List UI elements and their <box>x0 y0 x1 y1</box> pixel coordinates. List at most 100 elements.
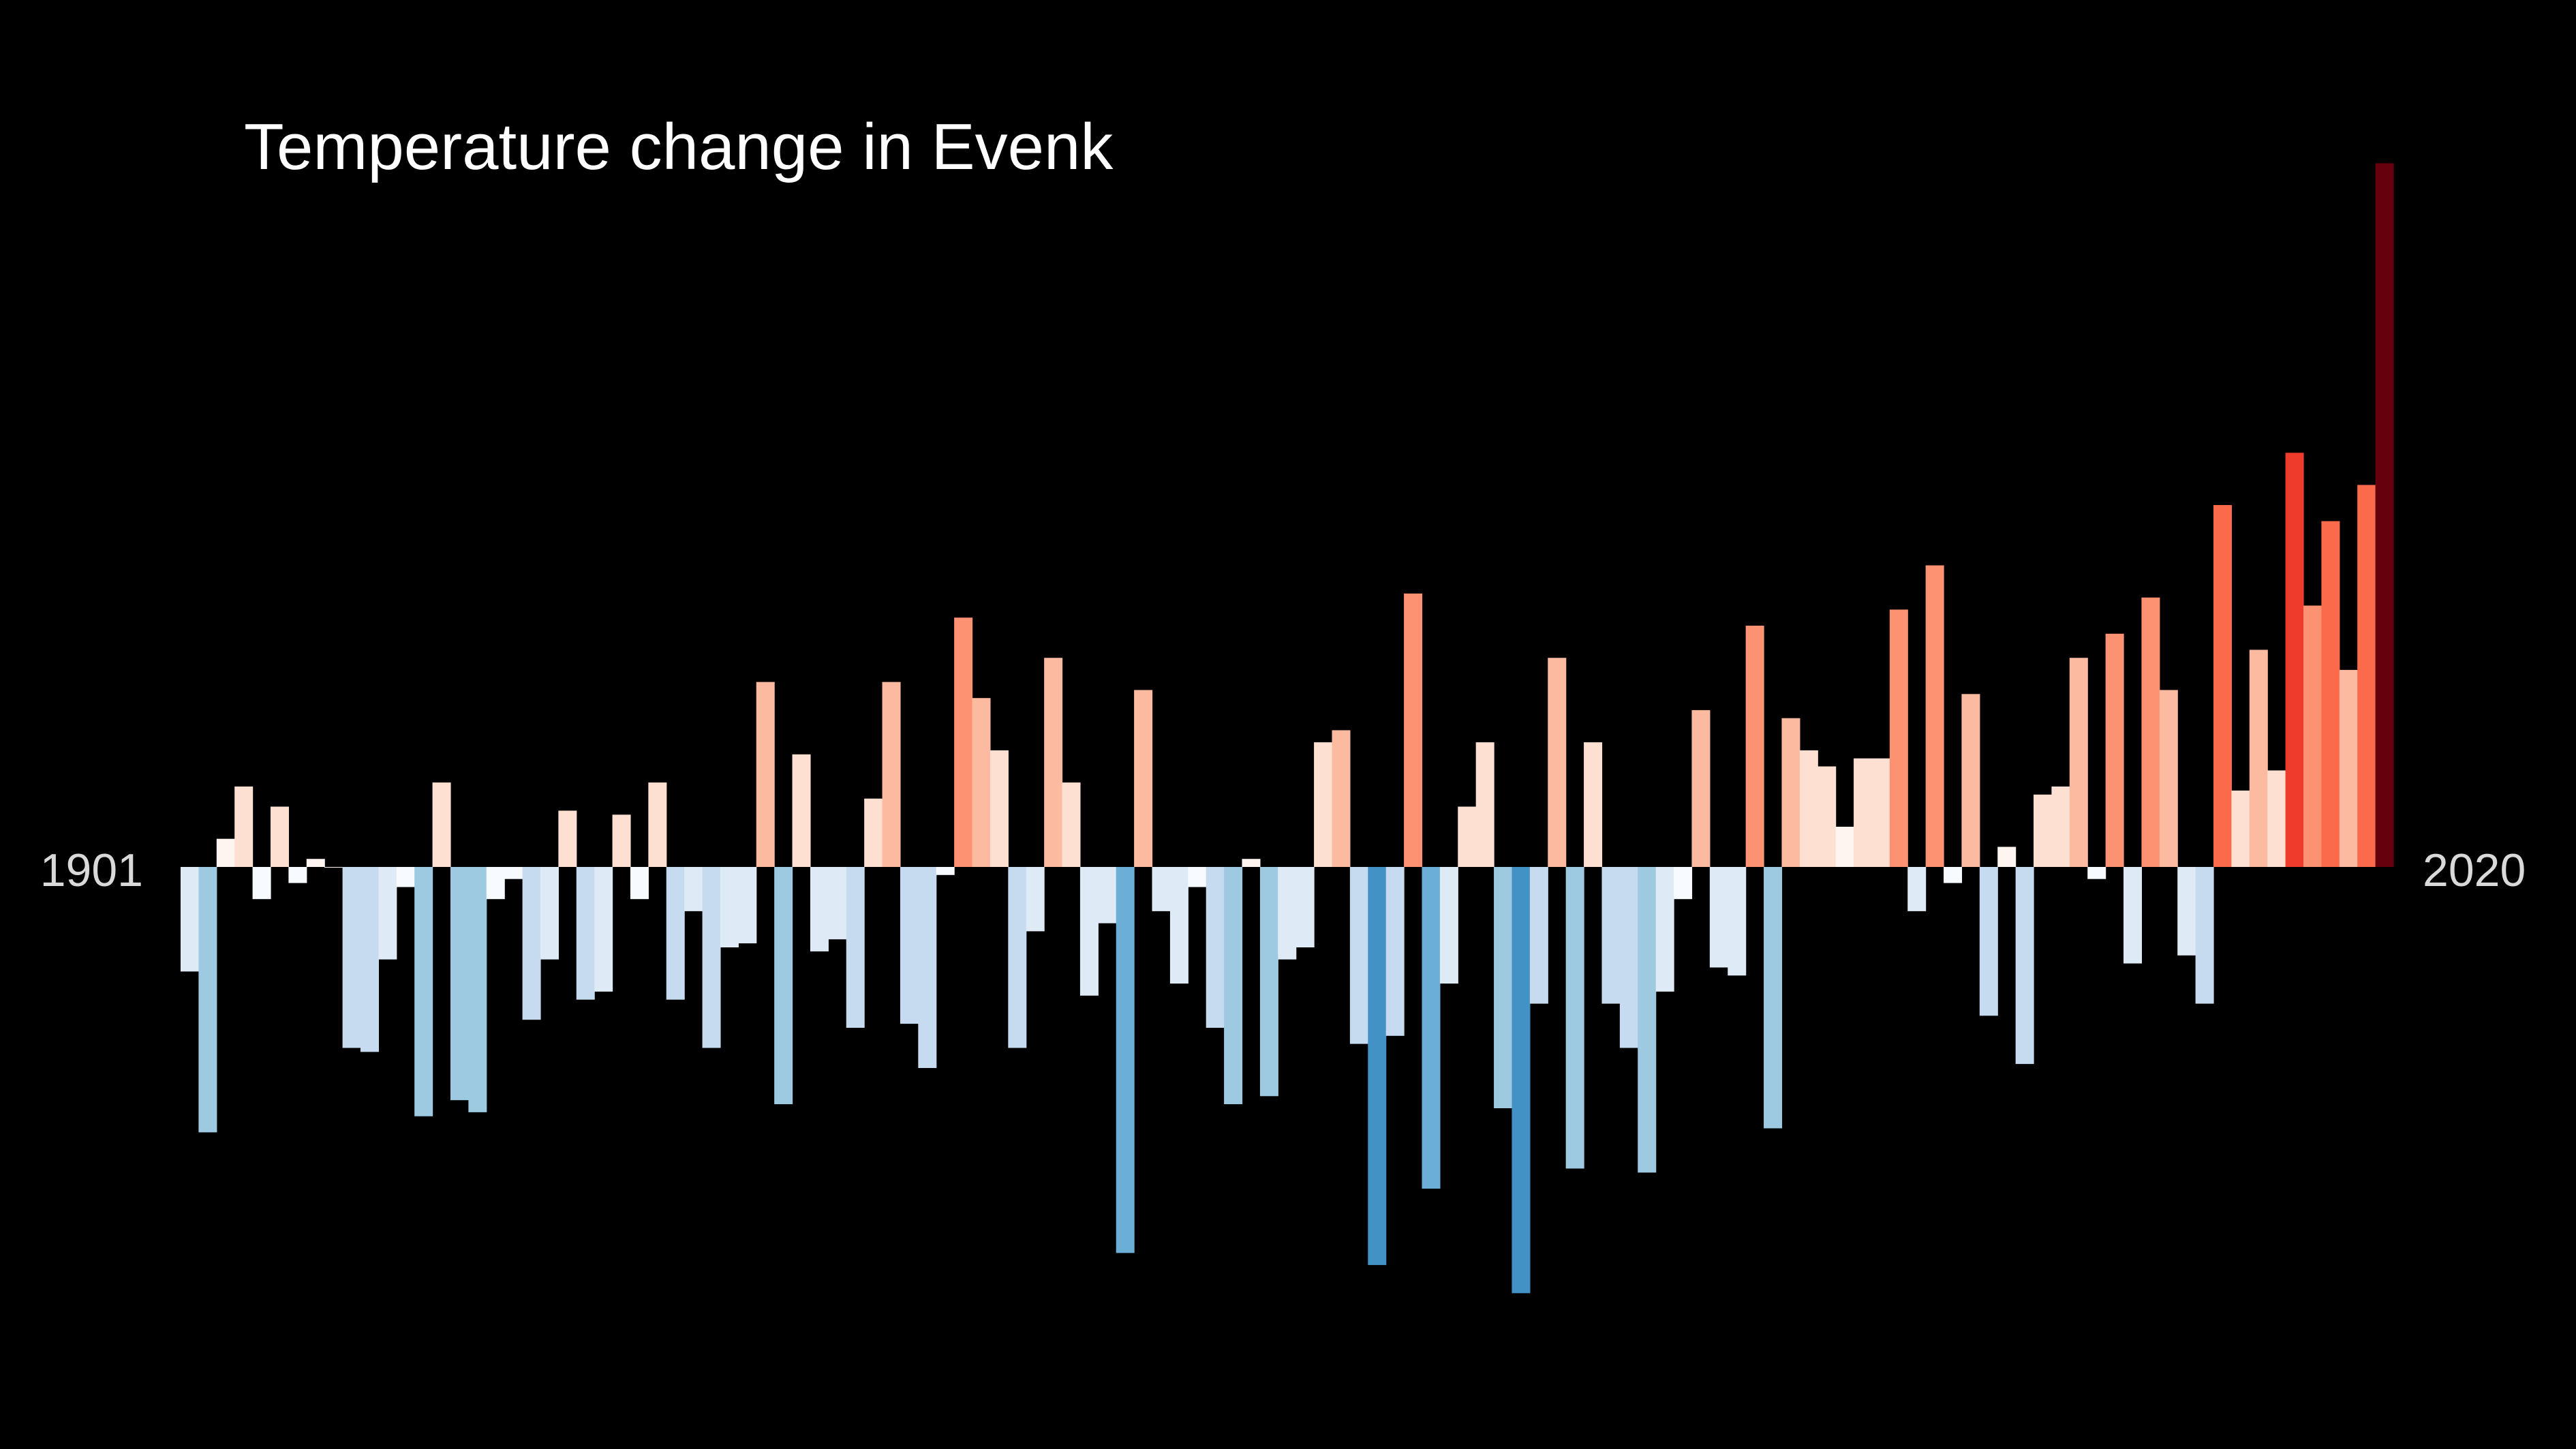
bar-year-2023 <box>2375 163 2394 867</box>
bar-year-1969 <box>1404 593 1423 867</box>
bar-year-1982 <box>1638 867 1657 1173</box>
bar-year-2014 <box>2213 505 2233 867</box>
bar-year-1944 <box>954 617 973 867</box>
bar-year-1927 <box>648 782 667 867</box>
bar-year-1911 <box>360 867 379 1052</box>
bar-year-1907 <box>288 867 307 883</box>
bar-year-1941 <box>900 867 919 1024</box>
bar-year-2021 <box>2339 669 2358 867</box>
bar-year-1925 <box>612 814 631 867</box>
bar-year-1979 <box>1584 742 1603 867</box>
bar-year-1901 <box>181 867 199 972</box>
bar-year-1981 <box>1619 867 1638 1048</box>
bar-year-1952 <box>1098 867 1117 924</box>
bar-year-1918 <box>486 867 505 900</box>
bar-year-1975 <box>1512 867 1531 1294</box>
bar-year-1958 <box>1206 867 1225 1028</box>
bar-year-1919 <box>504 867 523 879</box>
bars-group <box>181 163 2394 1294</box>
bar-year-1938 <box>846 867 865 1028</box>
bar-year-1984 <box>1674 867 1693 900</box>
bar-year-1957 <box>1188 867 1207 887</box>
bar-year-1906 <box>270 806 289 867</box>
bar-year-1909 <box>324 867 343 868</box>
bar-year-1930 <box>702 867 721 1048</box>
bar-year-1964 <box>1314 742 1333 867</box>
bar-year-1997 <box>1907 867 1927 911</box>
bar-year-1967 <box>1368 867 1387 1266</box>
bar-year-1934 <box>774 867 793 1105</box>
bar-year-2007 <box>2087 867 2106 879</box>
bar-year-1921 <box>540 867 559 960</box>
bar-year-1929 <box>684 867 703 911</box>
bar-year-1908 <box>306 859 325 867</box>
bar-year-1936 <box>810 867 829 951</box>
bar-year-1943 <box>936 867 955 875</box>
bar-year-1916 <box>450 867 469 1101</box>
bar-year-1914 <box>414 867 433 1116</box>
bar-year-1989 <box>1764 867 1783 1129</box>
bar-year-2008 <box>2105 633 2124 867</box>
bar-year-1999 <box>1944 867 1963 883</box>
bar-year-2002 <box>1997 846 2017 867</box>
bar-year-1947 <box>1008 867 1027 1048</box>
bar-year-1992 <box>1818 766 1837 867</box>
bar-year-2022 <box>2357 485 2376 867</box>
bar-year-1980 <box>1601 867 1621 1004</box>
bar-year-1946 <box>990 750 1009 867</box>
bar-year-1994 <box>1854 758 1873 867</box>
bar-year-1987 <box>1728 867 1747 976</box>
bar-year-1960 <box>1242 859 1261 867</box>
bar-year-2017 <box>2267 770 2286 867</box>
bar-year-1998 <box>1925 565 1944 867</box>
bar-year-2013 <box>2195 867 2214 1004</box>
bar-year-1961 <box>1259 867 1278 1097</box>
bar-year-1915 <box>432 782 451 867</box>
bar-year-1953 <box>1116 867 1135 1253</box>
bar-year-1920 <box>522 867 541 1020</box>
bar-year-2011 <box>2159 690 2178 867</box>
bar-year-2005 <box>2051 787 2070 867</box>
bar-year-1986 <box>1709 867 1728 968</box>
bar-year-1963 <box>1295 867 1315 947</box>
bar-year-2000 <box>1961 694 1980 867</box>
bar-year-1993 <box>1835 827 1854 867</box>
bar-year-2020 <box>2321 521 2340 867</box>
bar-year-1991 <box>1799 750 1818 867</box>
bar-year-1956 <box>1169 867 1189 984</box>
bar-year-1971 <box>1439 867 1458 984</box>
bar-year-1935 <box>792 754 811 867</box>
bar-year-1917 <box>468 867 487 1112</box>
bar-year-1945 <box>972 698 991 867</box>
bar-year-2004 <box>2034 794 2053 867</box>
bar-year-1932 <box>738 867 757 944</box>
bar-year-1928 <box>666 867 685 1000</box>
bar-year-1923 <box>576 867 595 1000</box>
bar-year-1959 <box>1224 867 1243 1105</box>
bar-year-1968 <box>1385 867 1405 1036</box>
bar-year-1955 <box>1152 867 1171 911</box>
bar-year-2003 <box>2015 867 2034 1065</box>
bar-year-1970 <box>1422 867 1441 1189</box>
bar-year-1974 <box>1494 867 1513 1108</box>
bar-year-1965 <box>1332 730 1351 867</box>
bar-year-1940 <box>882 682 901 867</box>
bar-year-1937 <box>828 867 847 940</box>
bar-year-2001 <box>1979 867 1998 1016</box>
bar-year-1903 <box>216 838 235 867</box>
bar-year-1926 <box>630 867 649 900</box>
bar-year-2009 <box>2123 867 2143 964</box>
bar-year-1972 <box>1458 806 1477 867</box>
bar-year-2019 <box>2303 605 2322 867</box>
bar-year-2012 <box>2177 867 2196 956</box>
bar-year-1973 <box>1475 742 1494 867</box>
bar-year-1933 <box>756 682 775 867</box>
bar-year-1995 <box>1871 758 1890 867</box>
end-year-label: 2020 <box>2423 844 2526 896</box>
bar-year-1990 <box>1781 718 1800 867</box>
bar-year-1912 <box>378 867 397 960</box>
bar-year-1948 <box>1026 867 1045 932</box>
bar-year-1942 <box>918 867 937 1068</box>
bar-year-1931 <box>720 867 739 947</box>
